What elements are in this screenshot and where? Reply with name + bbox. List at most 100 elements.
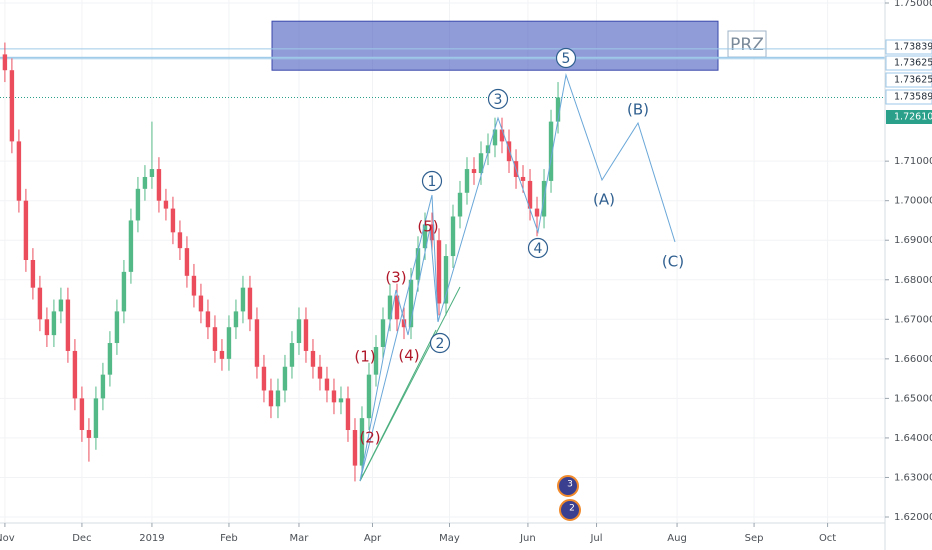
- subwave-label: (1): [354, 348, 375, 366]
- candle-body: [345, 398, 351, 431]
- wave-circle: [487, 88, 509, 110]
- x-tick-label: Sep: [745, 533, 764, 544]
- candle-body: [268, 390, 274, 407]
- y-tick-label: 1.65000: [894, 393, 932, 404]
- candle-body: [23, 200, 29, 260]
- candle-body: [37, 287, 43, 320]
- trend-line: [359, 329, 437, 482]
- candle-body: [275, 390, 281, 407]
- wave-circle: [555, 47, 577, 69]
- candle-body: [226, 327, 232, 359]
- candle-body: [331, 390, 337, 403]
- y-tick-label: 1.71000: [894, 156, 932, 167]
- correction-label: (B): [627, 101, 649, 119]
- candle-body: [317, 366, 323, 379]
- x-tick-label: Mar: [290, 533, 310, 544]
- candle-body: [555, 97, 561, 122]
- candle-body: [338, 398, 344, 403]
- candle-body: [93, 398, 99, 438]
- level-label-box: [885, 39, 932, 55]
- candle-body: [520, 176, 526, 181]
- candle-body: [177, 232, 183, 249]
- wave-circle: [527, 237, 549, 259]
- candle-body: [478, 153, 484, 174]
- candle-body: [394, 295, 400, 320]
- candle-body: [366, 374, 372, 419]
- candle-body: [107, 343, 113, 375]
- x-tick-label: Apr: [364, 533, 382, 544]
- y-tick-label: 1.64000: [894, 433, 932, 444]
- prz-label-box: [727, 30, 767, 58]
- level-label: 1.73839: [894, 42, 932, 53]
- candle-body: [128, 220, 134, 272]
- candle-body: [408, 279, 414, 328]
- y-tick-label: 1.63000: [894, 472, 932, 483]
- subwave-label: (2): [359, 429, 380, 447]
- candle-body: [212, 327, 218, 351]
- wave-line: [359, 227, 439, 482]
- subwave-label: (4): [398, 347, 419, 365]
- candle-body: [219, 350, 225, 359]
- candle-body: [79, 398, 85, 431]
- candle-body: [380, 319, 386, 347]
- candle-body: [282, 366, 288, 391]
- candle-body: [422, 224, 428, 249]
- candle-body: [450, 216, 456, 257]
- y-tick-label: 1.69000: [894, 235, 932, 246]
- x-tick-label: Oct: [819, 533, 836, 544]
- candle-body: [114, 311, 120, 344]
- candle-body: [352, 430, 358, 466]
- candle-body: [72, 350, 78, 399]
- candle-body: [443, 256, 449, 304]
- candle-body: [142, 176, 148, 189]
- x-tick-label: 2019: [139, 533, 164, 544]
- event-label: 3: [567, 480, 573, 490]
- x-tick-label: Jun: [519, 533, 536, 544]
- candle-body: [499, 129, 505, 142]
- y-tick-label: 1.67000: [894, 314, 932, 325]
- candle-body: [289, 343, 295, 367]
- candle-body: [205, 311, 211, 328]
- candle-body: [184, 248, 190, 276]
- x-tick-label: Nov: [0, 533, 15, 544]
- level-label-box: [885, 89, 932, 105]
- candle-body: [429, 224, 435, 241]
- candle-body: [58, 299, 64, 312]
- candle-body: [9, 70, 15, 142]
- candle-body: [51, 311, 57, 336]
- candle-body: [44, 319, 50, 336]
- level-label-box: [885, 55, 932, 71]
- candle-body: [471, 169, 477, 174]
- wave-line: [359, 73, 676, 482]
- level-label: 1.73625: [894, 58, 932, 69]
- candle-body: [254, 319, 260, 367]
- candle-body: [149, 169, 155, 177]
- subwave-label: (5): [417, 218, 438, 236]
- last-price-box: [886, 110, 932, 124]
- x-tick-label: Feb: [220, 533, 238, 544]
- candle-body: [415, 248, 421, 280]
- y-tick-label: 1.70000: [894, 196, 932, 207]
- y-tick-label: 1.68000: [894, 275, 932, 286]
- correction-label: (C): [662, 253, 684, 271]
- candle-body: [506, 141, 512, 162]
- candle-body: [30, 260, 36, 288]
- candle-body: [240, 287, 246, 312]
- last-price-label: 1.72610: [894, 112, 932, 123]
- candle-body: [534, 208, 540, 217]
- candle-body: [16, 141, 22, 201]
- candle-body: [198, 295, 204, 312]
- x-tick-label: Aug: [667, 533, 687, 544]
- wave-label: 1: [428, 174, 437, 190]
- level-label: 1.73625: [894, 75, 932, 86]
- level-label-box: [885, 72, 932, 88]
- candle-body: [485, 145, 491, 154]
- event-label: 2: [569, 504, 575, 514]
- candle-body: [261, 366, 267, 391]
- candle-body: [303, 319, 309, 351]
- candle-body: [401, 319, 407, 328]
- wave-label: 5: [562, 51, 571, 67]
- candle-body: [359, 418, 365, 466]
- candle-body: [527, 180, 533, 209]
